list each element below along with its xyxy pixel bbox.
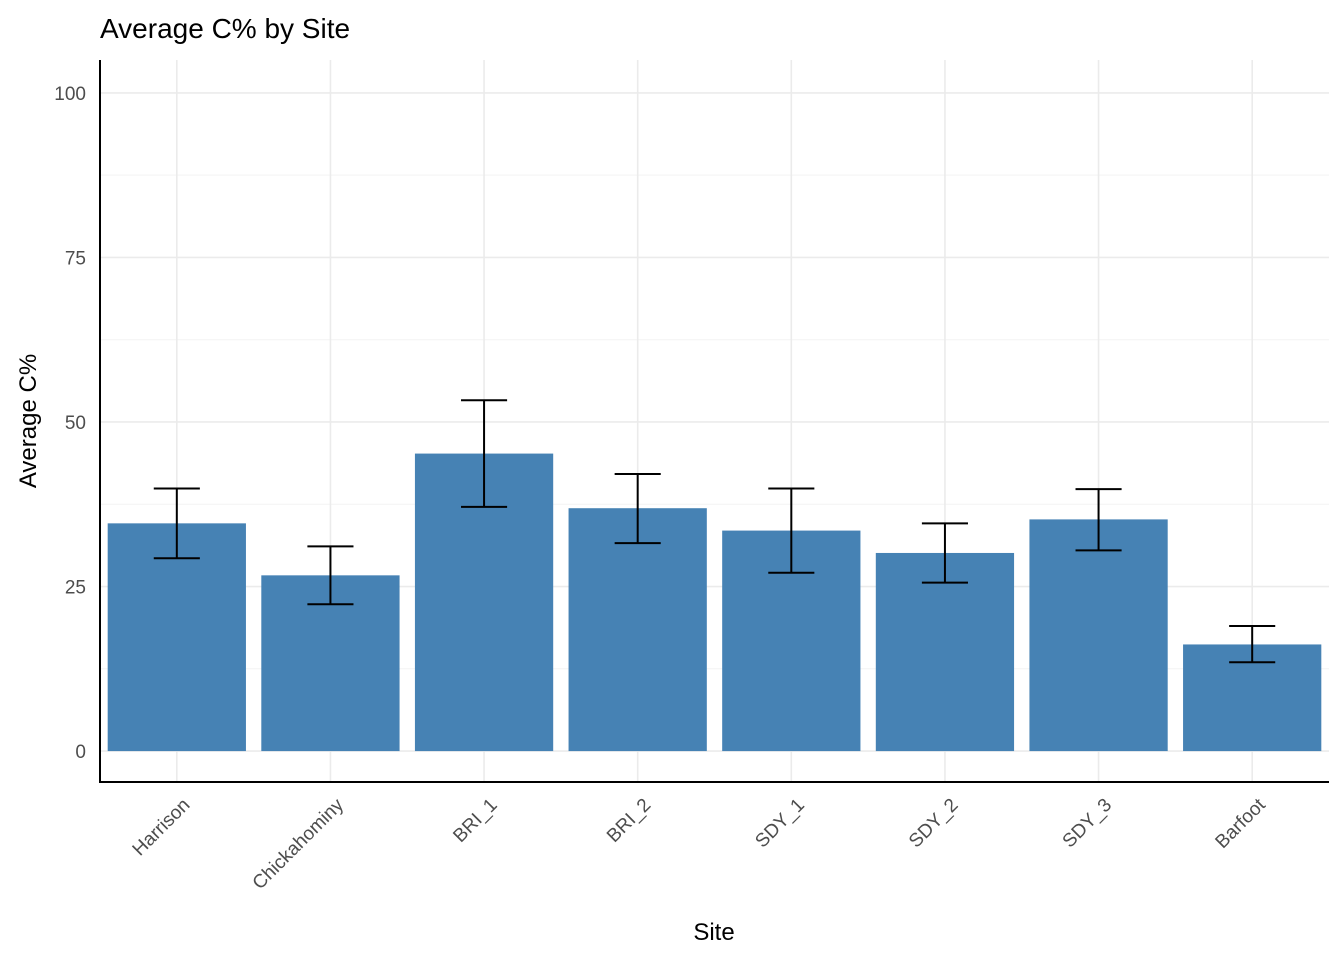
error-bar bbox=[921, 522, 968, 584]
error-bar bbox=[461, 399, 508, 508]
error-bar bbox=[768, 487, 815, 574]
error-bars bbox=[153, 399, 1276, 664]
x-tick-label: Harrison bbox=[129, 795, 195, 861]
x-tick-label: SDY_1 bbox=[751, 795, 808, 852]
x-tick-label: Chickahominy bbox=[249, 794, 349, 894]
bar bbox=[568, 508, 707, 752]
y-axis-title: Average C% bbox=[15, 354, 42, 488]
x-tick-label: SDY_3 bbox=[1059, 795, 1116, 852]
y-tick-label: 75 bbox=[65, 248, 86, 269]
x-tick-labels: Harrison Chickahominy BRI_1 BRI_2 SDY_1 SDY_2… bbox=[129, 794, 1271, 894]
error-bar bbox=[307, 545, 354, 606]
bar bbox=[875, 552, 1015, 752]
error-bar bbox=[614, 472, 661, 545]
error-bar bbox=[1075, 488, 1122, 552]
y-tick-label: 0 bbox=[75, 742, 86, 763]
x-tick-label: BRI_1 bbox=[449, 795, 501, 847]
y-tick-labels: 0 25 50 75 100 bbox=[54, 84, 86, 763]
y-tick-label: 25 bbox=[65, 578, 86, 599]
error-bar bbox=[153, 487, 200, 560]
axes bbox=[99, 60, 1329, 783]
error-bar bbox=[1229, 625, 1276, 664]
x-tick-label: BRI_2 bbox=[603, 795, 655, 847]
x-tick-label: SDY_2 bbox=[905, 795, 962, 852]
bars bbox=[107, 453, 1322, 752]
x-tick-label: Barfoot bbox=[1212, 794, 1271, 853]
y-tick-label: 100 bbox=[54, 84, 86, 105]
x-axis-title: Site bbox=[693, 919, 734, 946]
bar bbox=[107, 523, 246, 752]
y-tick-label: 50 bbox=[65, 413, 86, 434]
chart-title: Average C% by Site bbox=[100, 13, 350, 44]
bar bbox=[1029, 519, 1168, 752]
